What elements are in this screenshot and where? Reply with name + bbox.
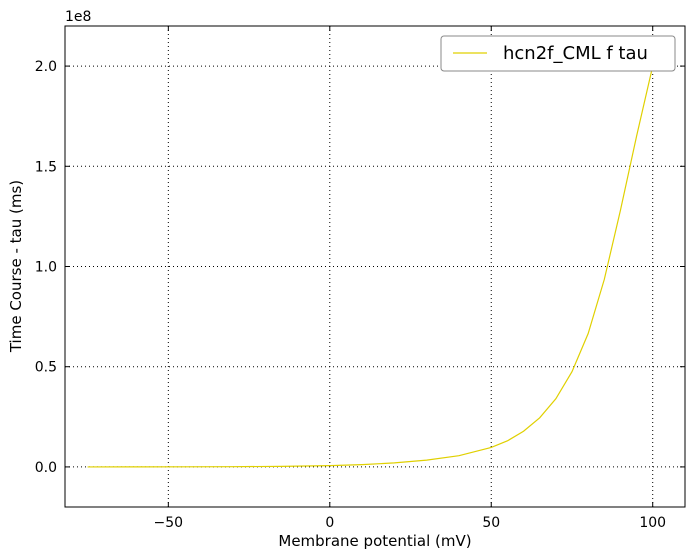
- y-tick-label: 0.0: [35, 460, 57, 476]
- x-tick-label: −50: [154, 515, 184, 531]
- y-offset-label: 1e8: [65, 9, 91, 25]
- x-tick-labels: −50 0 50 100: [154, 515, 667, 531]
- y-axis-label: Time Course - tau (ms): [7, 180, 25, 353]
- x-tick-label: 100: [639, 515, 666, 531]
- x-tick-label: 50: [482, 515, 500, 531]
- x-axis-label: Membrane potential (mV): [278, 532, 471, 550]
- ticks: [65, 26, 685, 507]
- y-tick-label: 1.0: [35, 260, 57, 276]
- legend: hcn2f_CML f tau: [440, 35, 676, 72]
- series-layer: [87, 65, 654, 468]
- series-line-0: [87, 65, 654, 468]
- y-tick-label: 1.5: [35, 159, 57, 175]
- legend-label: hcn2f_CML f tau: [503, 43, 648, 64]
- x-tick-label: 0: [325, 515, 334, 531]
- y-tick-label: 2.0: [35, 59, 57, 75]
- legend-box: [440, 35, 676, 72]
- y-tick-label: 0.5: [35, 360, 57, 376]
- y-tick-labels: 0.0 0.5 1.0 1.5 2.0: [35, 59, 57, 476]
